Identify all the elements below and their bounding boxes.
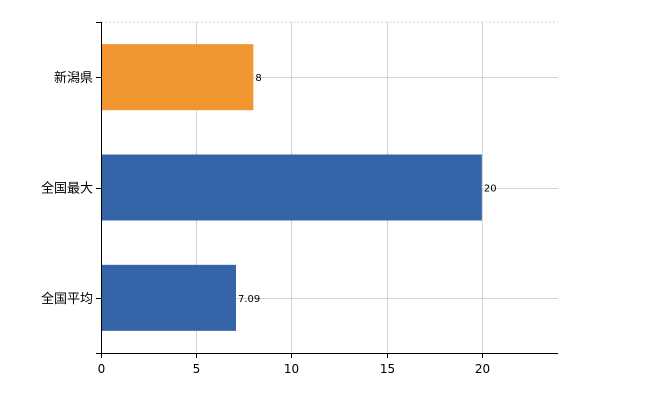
data-label: 7.09 — [238, 294, 260, 305]
x-tick-label: 5 — [193, 362, 201, 376]
x-tick-label: 15 — [380, 362, 395, 376]
x-tick-label: 20 — [475, 362, 490, 376]
data-label: 20 — [484, 184, 497, 195]
data-label: 8 — [255, 73, 261, 84]
bar-0 — [101, 44, 254, 111]
labels: 0 5 10 15 20 8 新潟県 20 全国最大 7.09 全国平均 — [41, 70, 497, 376]
bar-1 — [101, 154, 482, 221]
x-tick-label: 10 — [284, 362, 299, 376]
bars — [101, 44, 482, 331]
category-label: 全国最大 — [41, 181, 93, 197]
axes — [96, 22, 558, 358]
category-label: 新潟県 — [54, 70, 93, 86]
x-tick-label: 0 — [98, 362, 106, 376]
bar-2 — [101, 264, 237, 331]
category-label: 全国平均 — [41, 291, 93, 307]
